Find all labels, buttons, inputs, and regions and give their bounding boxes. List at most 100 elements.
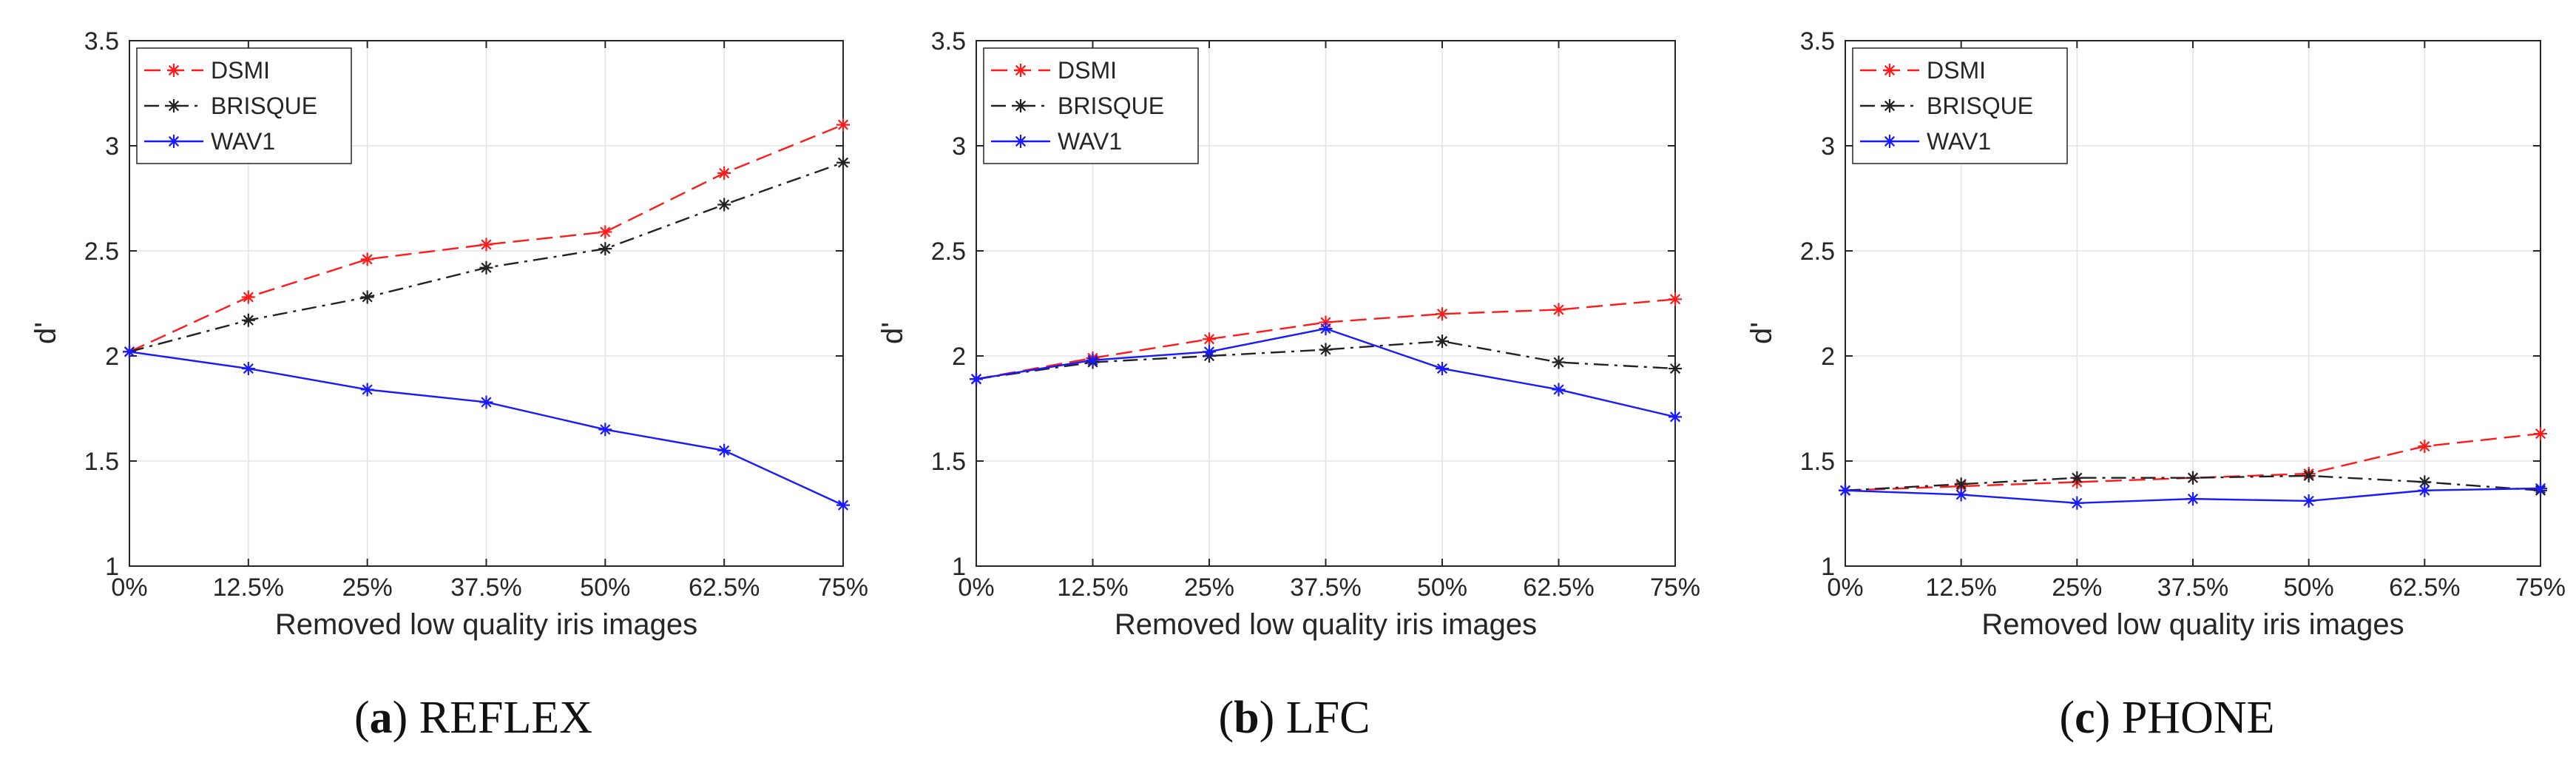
caption-title: ) LFC (1260, 693, 1370, 743)
data-point (2418, 475, 2432, 489)
legend-label: WAV1 (211, 128, 275, 155)
legend-marker (1014, 99, 1027, 112)
legend: DSMI BRISQUE WAV1 (1852, 47, 2068, 164)
data-point (717, 198, 731, 212)
y-tick-label: 2 (952, 343, 966, 371)
data-point (836, 498, 850, 512)
data-point (1086, 353, 1100, 367)
series-dsmi (123, 118, 850, 359)
data-point (2534, 427, 2547, 441)
x-tick-label: 50% (1417, 574, 1467, 602)
data-point (836, 118, 850, 132)
caption-title: ) PHONE (2095, 693, 2275, 743)
data-point (1954, 488, 1968, 502)
legend-label: BRISQUE (1927, 93, 2033, 119)
x-axis-label: Removed low quality iris images (1981, 608, 2404, 641)
caption-paren: ( (2059, 693, 2075, 743)
data-point (1436, 307, 1449, 321)
y-tick-label: 3 (105, 132, 119, 161)
panel-caption: (a) REFLEX (354, 693, 592, 743)
legend-label: WAV1 (1927, 128, 1991, 155)
y-tick-label: 3.5 (1800, 27, 1835, 56)
y-tick-label: 2 (105, 343, 119, 371)
data-point (360, 383, 374, 397)
data-point (2418, 440, 2432, 454)
data-point (241, 290, 255, 304)
y-tick-label: 1.5 (931, 448, 966, 476)
y-tick-label: 1 (952, 553, 966, 581)
x-tick-label: 62.5% (2389, 574, 2460, 602)
data-point (479, 238, 493, 252)
x-tick-label: 50% (2284, 574, 2334, 602)
legend-marker (1883, 135, 1896, 148)
x-tick-label: 0% (958, 574, 994, 602)
y-tick-label: 1 (105, 553, 119, 581)
x-tick-label: 37.5% (2157, 574, 2228, 602)
x-tick-label: 25% (342, 574, 393, 602)
caption-paren: ( (1219, 693, 1234, 743)
series-wav1 (970, 322, 1682, 424)
legend-marker (167, 135, 180, 148)
caption-letter: c (2075, 693, 2095, 743)
y-tick-label: 2.5 (84, 238, 119, 266)
x-axis-label: Removed low quality iris images (275, 608, 697, 641)
x-axis-label: Removed low quality iris images (1115, 608, 1537, 641)
y-tick-label: 2.5 (1800, 238, 1835, 266)
data-point (2418, 483, 2432, 497)
x-tick-label: 12.5% (213, 574, 284, 602)
data-point (598, 225, 612, 239)
data-point (1552, 303, 1566, 317)
legend: DSMI BRISQUE WAV1 (136, 47, 352, 164)
y-tick-label: 1.5 (1800, 448, 1835, 476)
data-point (2070, 496, 2084, 510)
data-point (598, 423, 612, 437)
legend-label: DSMI (1058, 57, 1117, 84)
data-point (1669, 362, 1682, 376)
x-tick-label: 37.5% (450, 574, 521, 602)
x-tick-label: 12.5% (1057, 574, 1128, 602)
y-tick-label: 3 (1821, 132, 1835, 161)
y-tick-label: 3 (952, 132, 966, 161)
data-point (1552, 383, 1566, 397)
legend-marker (1014, 64, 1027, 77)
x-tick-label: 75% (818, 574, 868, 602)
data-point (1319, 343, 1333, 357)
y-axis-label: d' (30, 322, 62, 344)
data-point (1669, 410, 1682, 424)
legend-marker (167, 99, 180, 112)
series-wav1 (123, 345, 850, 512)
legend-label: DSMI (211, 57, 270, 84)
y-tick-label: 2.5 (931, 238, 966, 266)
y-tick-label: 3.5 (931, 27, 966, 56)
x-tick-label: 75% (1650, 574, 1700, 602)
chart-panel-a: 0% 12.5% 25% 37.5% 50% 62.5% 75% 1 1.5 2 2.5 3 3.5 Re… (30, 27, 868, 743)
caption-paren: ( (354, 693, 370, 743)
legend-marker (167, 64, 180, 77)
data-point (598, 242, 612, 256)
y-tick-label: 3.5 (84, 27, 119, 56)
data-point (1436, 334, 1449, 349)
data-point (1203, 345, 1216, 359)
x-tick-label: 75% (2515, 574, 2566, 602)
chart-panel-b: 0% 12.5% 25% 37.5% 50% 62.5% 75% 1 1.5 2 2.5 3 3.5 Re… (876, 27, 1700, 743)
legend-label: BRISQUE (1058, 93, 1164, 119)
data-point (479, 260, 493, 275)
y-tick-label: 1.5 (84, 448, 119, 476)
data-point (241, 313, 255, 327)
data-point (2534, 481, 2547, 495)
y-tick-label: 2 (1821, 343, 1835, 371)
data-point (241, 362, 255, 376)
data-point (1436, 362, 1449, 376)
x-tick-label: 62.5% (689, 574, 760, 602)
data-point (717, 443, 731, 457)
data-point (2302, 494, 2316, 508)
x-tick-label: 62.5% (1523, 574, 1594, 602)
legend-label: BRISQUE (211, 93, 317, 119)
data-point (123, 345, 136, 359)
legend-marker (1883, 99, 1896, 112)
x-tick-label: 0% (1827, 574, 1863, 602)
y-tick-label: 1 (1821, 553, 1835, 581)
panel-caption: (c) PHONE (2059, 693, 2274, 743)
